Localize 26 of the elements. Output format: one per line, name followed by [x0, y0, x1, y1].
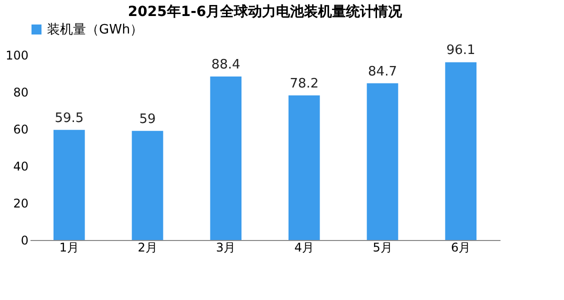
y-tick-label: 0: [20, 234, 28, 248]
data-label: 78.2: [290, 76, 319, 92]
bar: [210, 76, 242, 240]
data-label: 96.1: [446, 43, 476, 58]
x-tick-label: 1月: [59, 240, 79, 254]
data-label: 59: [139, 112, 156, 127]
y-tick-label: 40: [13, 160, 28, 174]
bar: [54, 130, 85, 240]
data-label: 88.4: [211, 57, 240, 72]
y-tick-label: 60: [13, 122, 28, 136]
data-label: 84.7: [368, 64, 397, 80]
bar: [366, 83, 398, 240]
y-tick-label: 100: [6, 48, 28, 62]
x-tick-label: 5月: [372, 240, 392, 254]
bar: [132, 130, 164, 240]
bar: [445, 62, 476, 240]
x-tick-label: 3月: [216, 240, 236, 254]
y-tick-label: 20: [13, 196, 28, 210]
chart-title: 2025年1-6月全球动力电池装机量统计情况: [128, 3, 404, 20]
data-label: 59.5: [54, 110, 84, 126]
x-tick-label: 2月: [138, 240, 158, 254]
legend-label: 装机量（GWh）: [47, 22, 144, 38]
x-tick-label: 4月: [294, 240, 314, 254]
y-tick-label: 80: [13, 86, 28, 100]
bar: [288, 95, 320, 240]
x-tick-label: 6月: [451, 240, 471, 254]
